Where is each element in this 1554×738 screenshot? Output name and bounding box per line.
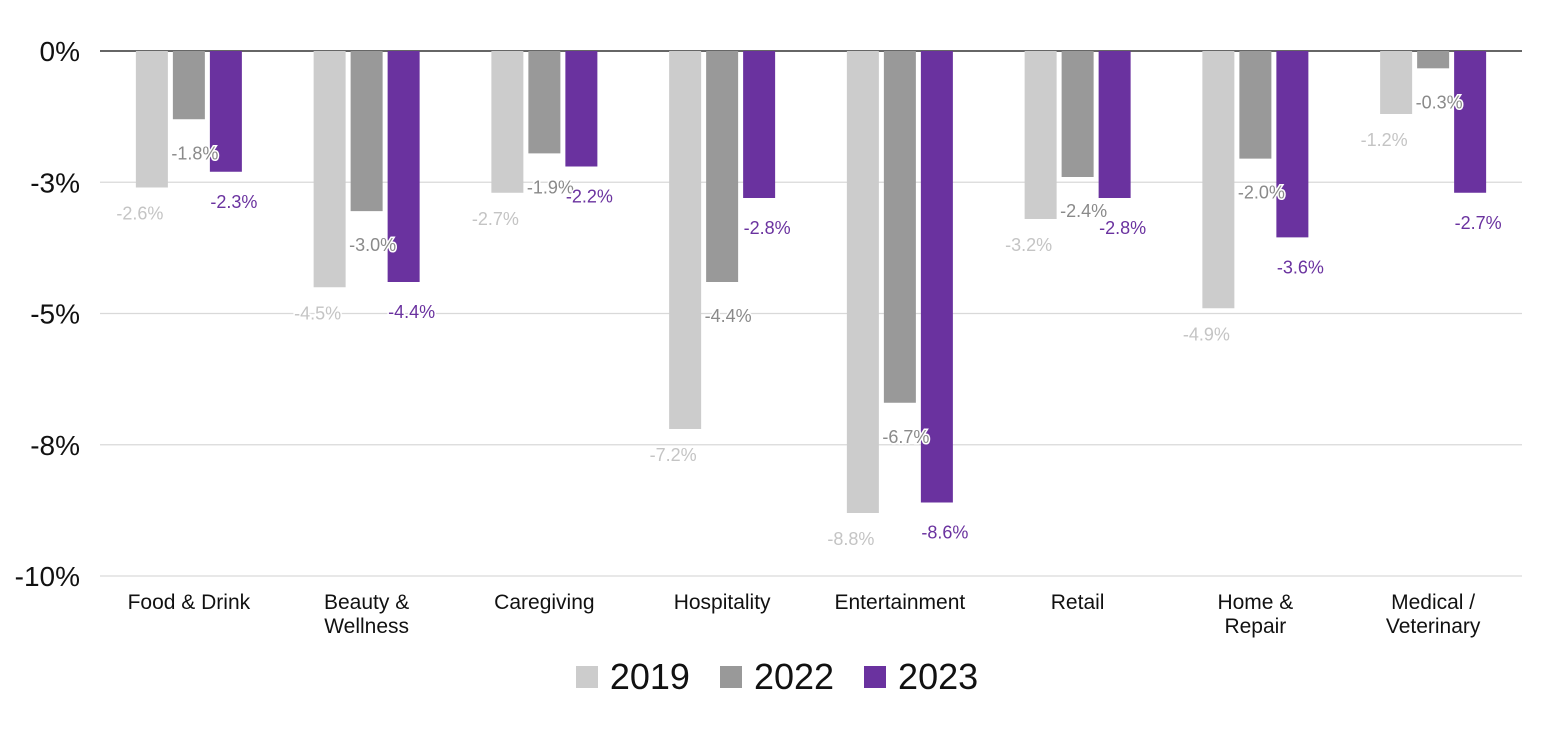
bar-2023-3 <box>743 51 776 198</box>
x-tick-label: Repair <box>1224 615 1286 638</box>
data-label-2022-5: -2.4% <box>1060 201 1107 221</box>
x-tick-label: Food & Drink <box>128 591 251 614</box>
x-tick-label: Medical / <box>1391 591 1475 614</box>
bar-2022-2 <box>528 51 561 154</box>
bar-2022-6 <box>1239 51 1272 159</box>
x-axis: Food & Drink Beauty &Wellness Caregiving Ho… <box>128 591 1481 638</box>
x-tick-label: Caregiving <box>494 591 594 614</box>
x-tick-label: Retail <box>1051 591 1105 614</box>
data-labels: -2.6% -4.5% -2.7% -7.2% -8.8% -3.2% -4.9% -1.2%… <box>115 91 1503 551</box>
bar-2019-1 <box>313 51 346 288</box>
y-tick-label: -10% <box>15 561 80 592</box>
data-label-2022-7: -0.3% <box>1416 92 1463 112</box>
x-tick-label: Veterinary <box>1386 615 1481 638</box>
data-label-2019-7: -1.2% <box>1361 130 1408 150</box>
bar-2023-0 <box>209 51 242 172</box>
data-label-2023-4: -8.6% <box>921 523 968 543</box>
data-label-2023-1: -4.4% <box>388 302 435 322</box>
bar-2023-7 <box>1454 51 1487 193</box>
bar-2019-7 <box>1380 51 1413 114</box>
bar-2019-4 <box>846 51 879 513</box>
legend-swatch-2019 <box>575 666 598 688</box>
data-label-2022-2: -1.9% <box>527 177 574 197</box>
legend-item-2022: 2022 <box>719 656 835 698</box>
bar-2023-2 <box>565 51 598 167</box>
data-label-2019-6: -4.9% <box>1183 324 1230 344</box>
y-tick-label: -8% <box>30 430 80 461</box>
y-tick-label: 0% <box>40 36 80 67</box>
y-tick-label: -3% <box>30 167 80 198</box>
data-label-2022-0: -1.8% <box>171 143 218 163</box>
legend-item-2019: 2019 <box>575 656 690 698</box>
bar-2019-2 <box>491 51 524 193</box>
legend: 2019 2022 2023 <box>0 656 1554 698</box>
data-label-2023-5: -2.8% <box>1099 218 1146 238</box>
bar-2022-1 <box>350 51 383 212</box>
data-label-2023-6: -3.6% <box>1277 257 1324 277</box>
data-label-2023-7: -2.7% <box>1455 213 1502 233</box>
data-label-2023-3: -2.8% <box>744 218 791 238</box>
x-tick-label: Beauty & <box>324 591 409 614</box>
bar-2019-5 <box>1024 51 1057 219</box>
data-label-2022-6: -2.0% <box>1238 183 1285 203</box>
bar-2022-4 <box>883 51 916 403</box>
data-label-2019-5: -3.2% <box>1005 235 1052 255</box>
y-tick-label: -5% <box>30 299 80 330</box>
legend-label-2023: 2023 <box>898 656 979 697</box>
bars <box>135 51 1487 513</box>
data-label-2023-0: -2.3% <box>210 192 257 212</box>
bar-2019-0 <box>135 51 168 188</box>
y-axis: 0% -3% -5% -8% -10% <box>15 36 80 592</box>
legend-swatch-2023 <box>864 666 887 688</box>
bar-2022-7 <box>1417 51 1450 69</box>
legend-label-2022: 2022 <box>753 656 835 697</box>
data-label-2022-3: -4.4% <box>705 306 752 326</box>
x-tick-label: Home & <box>1217 591 1293 614</box>
data-label-2019-3: -7.2% <box>650 445 697 465</box>
legend-item-2023: 2023 <box>864 656 978 698</box>
bar-2022-5 <box>1061 51 1094 177</box>
x-tick-label: Entertainment <box>835 591 966 614</box>
bar-2023-1 <box>387 51 420 282</box>
bar-2023-6 <box>1276 51 1309 238</box>
legend-label-2019: 2019 <box>609 656 690 697</box>
data-label-2022-4: -6.7% <box>882 427 929 447</box>
data-label-2022-1: -3.0% <box>349 235 396 255</box>
data-label-2019-4: -8.8% <box>827 529 874 549</box>
bar-2022-0 <box>172 51 205 120</box>
x-tick-label: Wellness <box>324 615 409 638</box>
data-label-2019-0: -2.6% <box>116 204 163 224</box>
bar-2019-3 <box>669 51 702 429</box>
data-label-2023-2: -2.2% <box>566 187 613 207</box>
bar-2019-6 <box>1202 51 1235 309</box>
bar-2023-4 <box>920 51 953 503</box>
data-label-2019-2: -2.7% <box>472 209 519 229</box>
data-label-2019-1: -4.5% <box>294 303 341 323</box>
legend-swatch-2022 <box>719 666 742 688</box>
bar-2022-3 <box>706 51 739 282</box>
x-tick-label: Hospitality <box>674 591 771 614</box>
bar-2023-5 <box>1098 51 1131 198</box>
